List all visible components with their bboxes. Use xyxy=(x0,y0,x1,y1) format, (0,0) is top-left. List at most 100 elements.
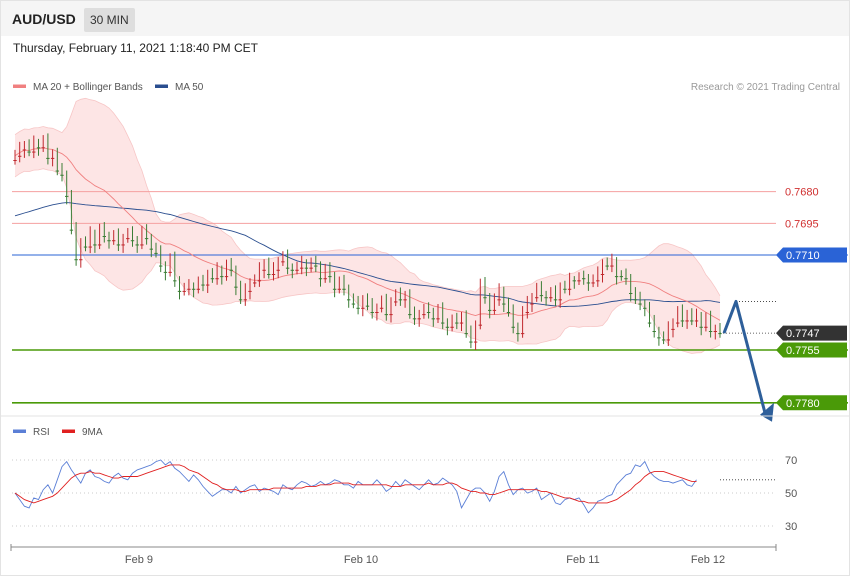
candle-body xyxy=(107,240,111,242)
legend-swatch-ma20 xyxy=(13,84,26,88)
candle-body xyxy=(412,318,417,320)
candle-body xyxy=(243,299,247,301)
candle-body xyxy=(459,322,464,324)
legend-label-ma50: MA 50 xyxy=(175,82,204,93)
candle-body xyxy=(657,337,661,339)
candle-body xyxy=(253,282,257,284)
candle-body xyxy=(60,174,64,176)
candle-body xyxy=(88,246,92,248)
candle-body xyxy=(351,303,356,305)
candle-body xyxy=(718,333,722,335)
candle-body xyxy=(257,280,262,282)
level-tag-0.7780 xyxy=(776,395,847,411)
candle-body xyxy=(159,265,163,267)
candle-body xyxy=(492,309,497,311)
candle-body xyxy=(50,157,55,159)
candle-body xyxy=(506,312,511,313)
candle-body xyxy=(97,244,102,246)
candle-body xyxy=(633,299,638,301)
candle-body xyxy=(671,328,675,330)
candle-body xyxy=(704,326,708,328)
interval-badge[interactable]: 30 MIN xyxy=(84,8,135,32)
candle-body xyxy=(441,322,445,324)
toolbar: AUD/USD 30 MIN xyxy=(1,1,849,36)
candle-body xyxy=(248,290,252,292)
candle-body xyxy=(342,288,346,290)
candle-body xyxy=(187,288,191,290)
candle-body xyxy=(577,280,581,282)
candle-body xyxy=(394,301,398,303)
candle-body xyxy=(27,151,31,153)
candle-body xyxy=(144,238,149,240)
candle-body xyxy=(93,244,97,246)
rsi-tick-50: 50 xyxy=(785,488,797,500)
level-label-0.7780: 0.7780 xyxy=(786,398,820,410)
candle-body xyxy=(398,299,403,301)
candle-body xyxy=(210,278,215,280)
candle-body xyxy=(356,307,360,309)
current-price-label: 0.7747 xyxy=(786,328,820,340)
candle-body xyxy=(525,312,529,313)
x-tick-feb-9: Feb 9 xyxy=(125,554,153,566)
candle-body xyxy=(436,318,440,320)
candle-body xyxy=(332,288,337,290)
candle-body xyxy=(483,297,487,299)
level-label-0.7695: 0.7695 xyxy=(785,218,819,230)
candle-body xyxy=(18,155,22,157)
candle-body xyxy=(713,331,717,332)
candle-body xyxy=(13,160,17,161)
candle-body xyxy=(638,303,642,305)
rsi-tick-70: 70 xyxy=(785,455,797,467)
candle-body xyxy=(300,267,304,269)
candle-body xyxy=(563,288,567,290)
candle-body xyxy=(163,271,168,273)
candle-body xyxy=(285,267,290,269)
candle-body xyxy=(680,320,685,322)
candle-body xyxy=(610,265,614,267)
candle-body xyxy=(431,318,435,320)
candle-body xyxy=(708,331,713,332)
bollinger-upper-line xyxy=(14,168,721,354)
candle-body xyxy=(379,307,384,309)
candle-body xyxy=(295,269,299,271)
candle-body xyxy=(690,320,694,322)
scenario-arrowhead xyxy=(760,402,774,422)
candle-body xyxy=(168,271,172,273)
current-price-tag xyxy=(776,325,847,341)
candle-body xyxy=(347,299,351,301)
symbol-title: AUD/USD xyxy=(12,11,76,27)
candle-body xyxy=(206,284,210,286)
candle-body xyxy=(549,297,553,299)
rsi-chart: 30 50 70 RSI 9MA xyxy=(12,427,797,533)
candle-body xyxy=(643,307,647,309)
candle-body xyxy=(422,314,426,316)
candle-body xyxy=(586,282,591,284)
candle-body xyxy=(605,265,609,267)
candle-body xyxy=(455,322,459,324)
candle-body xyxy=(271,274,276,275)
candle-body xyxy=(281,261,285,263)
candle-body xyxy=(516,333,520,335)
x-tick-feb-10: Feb 10 xyxy=(344,554,378,566)
candle-body xyxy=(694,320,699,322)
candle-body xyxy=(173,280,177,282)
candle-body xyxy=(478,324,482,326)
candle-body xyxy=(676,322,680,324)
level-label-0.7680: 0.7680 xyxy=(785,187,819,199)
candle-body xyxy=(558,299,562,301)
candle-body xyxy=(530,303,534,305)
candle-body xyxy=(102,236,106,237)
candle-body xyxy=(520,333,525,335)
candle-body xyxy=(614,276,619,278)
candle-body xyxy=(126,238,130,240)
candle-body xyxy=(55,170,59,172)
candle-body xyxy=(582,278,586,280)
candle-body xyxy=(276,269,280,271)
candle-body xyxy=(65,195,69,197)
level-label-0.7755: 0.7755 xyxy=(786,345,820,357)
candle-body xyxy=(652,331,656,332)
candle-body xyxy=(469,341,473,343)
candle-body xyxy=(149,248,153,250)
candle-body xyxy=(318,278,323,280)
x-tick-feb-11: Feb 11 xyxy=(566,554,599,566)
